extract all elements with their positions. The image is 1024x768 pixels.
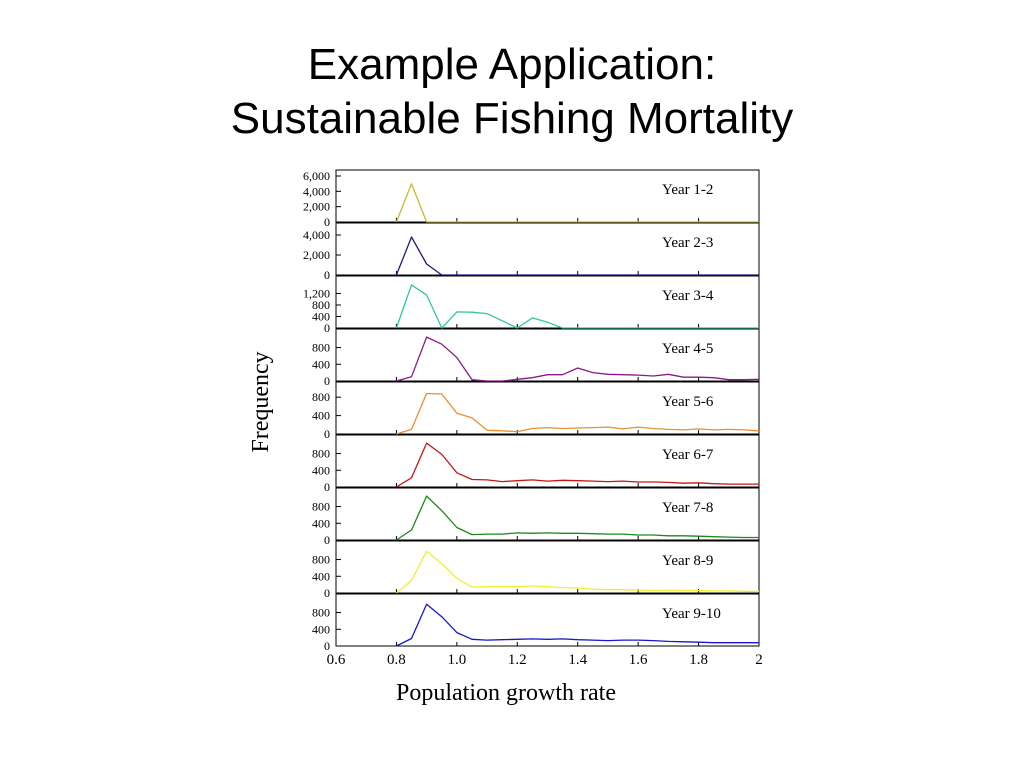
series-line-2 (395, 236, 759, 276)
panel-5: 0 400 800 Year 5-6 (312, 381, 760, 441)
y-tick-label: 0 (324, 533, 330, 547)
y-axis-label: Frequency (248, 351, 274, 452)
x-axis-label: Population growth rate (396, 680, 616, 706)
y-tick-label: 0 (324, 268, 330, 282)
y-tick-label: 6,000 (303, 169, 330, 183)
panel-4: 0 400 800 Year 4-5 (312, 328, 760, 388)
y-tick-label: 1,200 (303, 287, 330, 301)
panel-label: Year 9-10 (662, 606, 721, 622)
panel-frame (335, 381, 760, 435)
y-tick-label: 800 (312, 553, 330, 567)
y-tick-label: 800 (312, 606, 330, 620)
x-tick-label: 1.4 (568, 652, 587, 668)
panel-frame (335, 434, 760, 488)
panel-8: 0 400 800 Year 8-9 (312, 540, 760, 600)
panel-frame (335, 275, 760, 329)
panel-label: Year 6-7 (662, 447, 714, 463)
y-tick-label: 400 (312, 463, 330, 477)
panel-frame (335, 487, 760, 541)
panel-label: Year 8-9 (662, 553, 713, 569)
panel-label: Year 3-4 (662, 288, 714, 304)
y-tick-label: 400 (312, 357, 330, 371)
y-tick-label: 2,000 (303, 200, 330, 214)
panel-7: 0 400 800 Year 7-8 (312, 487, 760, 547)
x-tick-label: 0.6 (327, 652, 346, 668)
series-line-8 (395, 550, 759, 594)
panel-label: Year 4-5 (662, 341, 713, 357)
y-tick-label: 800 (312, 390, 330, 404)
y-tick-label: 0 (324, 586, 330, 600)
series-line-3 (395, 284, 759, 329)
series-line-9 (396, 603, 759, 647)
y-tick-label: 2,000 (303, 248, 330, 262)
y-tick-label: 400 (312, 409, 330, 423)
y-tick-label: 4,000 (303, 184, 330, 198)
y-tick-label: 400 (312, 516, 330, 530)
series-line-4 (396, 336, 760, 382)
x-tick-label: 1.6 (629, 652, 648, 668)
series-line-7 (396, 495, 759, 541)
series-line-6 (396, 442, 759, 488)
y-tick-label: 400 (312, 569, 330, 583)
x-tick-label: 1.2 (508, 652, 527, 668)
x-tick-label: 2 (755, 652, 763, 668)
y-tick-label: 800 (312, 341, 330, 355)
y-tick-label: 0 (324, 215, 330, 229)
y-tick-label: 0 (324, 427, 330, 441)
slide-title-line-1: Example Application: (307, 40, 717, 89)
y-tick-label: 0 (324, 639, 330, 653)
panel-6: 0 400 800 Year 6-7 (312, 434, 760, 494)
x-tick-label: 0.8 (387, 652, 406, 668)
x-tick-label: 1.8 (689, 652, 708, 668)
y-tick-label: 0 (324, 374, 330, 388)
y-tick-label: 800 (312, 500, 330, 514)
panel-frame (335, 540, 760, 594)
y-tick-label: 4,000 (303, 228, 330, 242)
slide-title: Example Application: Sustainable Fishing… (0, 38, 1024, 146)
panel-label: Year 5-6 (662, 394, 714, 410)
y-tick-label: 0 (324, 321, 330, 335)
y-tick-label: 400 (312, 310, 330, 324)
panel-frame (335, 328, 760, 382)
panel-9: 0 400 800 Year 9-10 (312, 593, 760, 653)
y-tick-label: 800 (312, 447, 330, 461)
panel-2: 0 2,000 4,000 Year 2-3 (303, 222, 760, 282)
series-line-5 (396, 392, 760, 435)
series-line-1 (395, 183, 759, 223)
y-tick-label: 800 (312, 298, 330, 312)
panel-label: Year 2-3 (662, 235, 713, 251)
x-tick-label: 1.0 (447, 652, 466, 668)
panel-frame (335, 593, 760, 647)
slide-title-line-2: Sustainable Fishing Mortality (230, 94, 794, 143)
panel-label: Year 1-2 (662, 182, 713, 198)
panel-label: Year 7-8 (662, 500, 713, 516)
y-tick-label: 0 (324, 480, 330, 494)
y-tick-label: 400 (312, 622, 330, 636)
